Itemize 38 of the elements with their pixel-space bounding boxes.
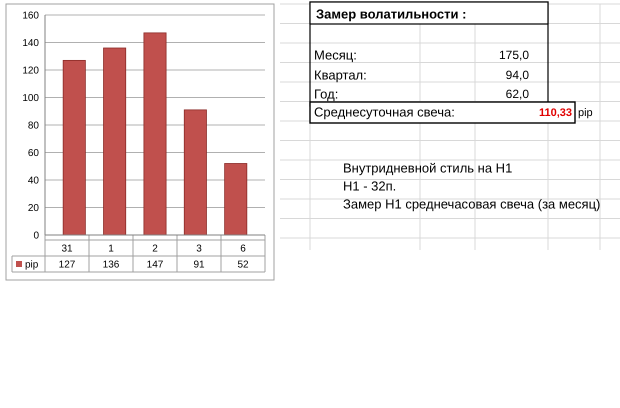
y-tick-label: 80 xyxy=(28,120,40,132)
text: pip xyxy=(578,106,593,119)
data-label: 147 xyxy=(146,260,164,270)
y-tick-label: 120 xyxy=(22,66,40,76)
x-tick-label: 6 xyxy=(240,244,246,254)
text: 94,0 xyxy=(506,68,530,82)
text: 62,0 xyxy=(506,87,530,102)
text: 175,0 xyxy=(498,48,530,62)
data-label: 127 xyxy=(58,260,76,270)
y-tick-label: 40 xyxy=(28,176,40,186)
data-label: 91 xyxy=(193,260,205,270)
bar xyxy=(184,109,207,236)
y-tick-label: 160 xyxy=(22,10,40,22)
y-tick-label: 20 xyxy=(28,203,40,214)
data-label: 52 xyxy=(237,260,249,270)
text: H1 - 32п. xyxy=(343,178,396,194)
text: Квартал: xyxy=(314,68,367,83)
y-tick-label: 140 xyxy=(22,38,40,49)
text: Среднесуточная свеча: xyxy=(314,104,455,120)
x-tick-label: 2 xyxy=(152,244,158,254)
bar xyxy=(62,60,86,236)
text: Год: xyxy=(314,86,338,102)
x-tick-label: 3 xyxy=(196,244,202,254)
legend-label: pip xyxy=(25,260,39,270)
x-tick-label: 31 xyxy=(61,244,73,254)
y-tick-label: 0 xyxy=(33,230,40,242)
text: Замер волатильности : xyxy=(316,6,466,22)
bar xyxy=(103,48,126,236)
text: 110,33 xyxy=(538,106,572,119)
text: Замер H1 среднечасовая свеча (за месяц) xyxy=(343,196,600,212)
y-tick-label: 100 xyxy=(22,93,40,104)
bar xyxy=(144,32,166,236)
x-tick-label: 1 xyxy=(108,244,114,254)
text: Внутридневной стиль на H1 xyxy=(343,160,512,176)
data-label: 136 xyxy=(102,260,120,270)
text: Месяц: xyxy=(314,48,357,63)
y-tick-label: 60 xyxy=(28,148,40,159)
bar xyxy=(224,163,248,236)
